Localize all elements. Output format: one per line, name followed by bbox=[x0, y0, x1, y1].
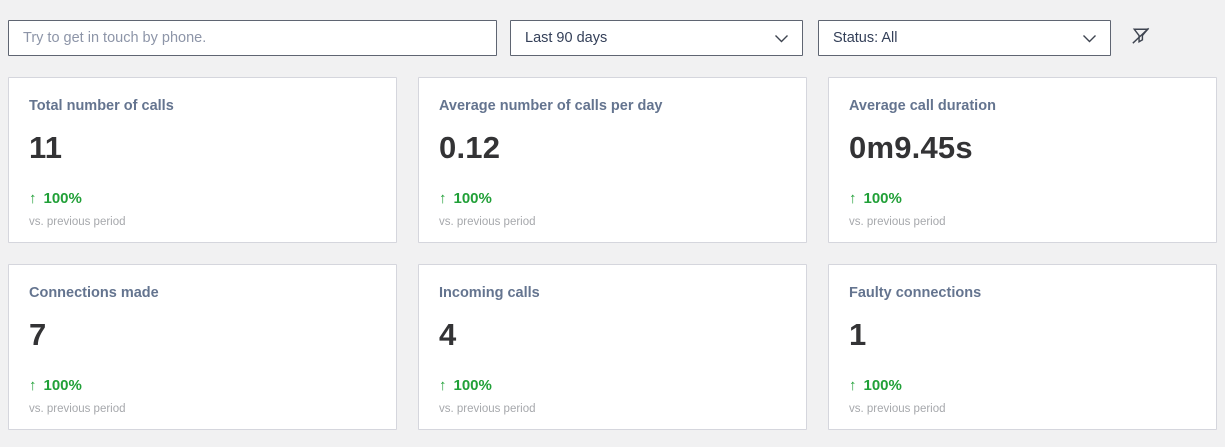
card-compare-label: vs. previous period bbox=[439, 403, 536, 415]
chevron-down-icon bbox=[774, 34, 789, 43]
card-value: 1 bbox=[849, 317, 867, 352]
card-change-percent: 100% bbox=[453, 377, 492, 394]
arrow-up-icon: ↑ bbox=[849, 377, 857, 394]
card-change-percent: 100% bbox=[43, 377, 82, 394]
card-title: Average call duration bbox=[849, 98, 996, 114]
card-change-percent: 100% bbox=[453, 190, 492, 207]
arrow-up-icon: ↑ bbox=[439, 377, 447, 394]
arrow-up-icon: ↑ bbox=[29, 377, 37, 394]
status-dropdown[interactable]: Status: All bbox=[818, 20, 1111, 56]
card-value: 0m9.45s bbox=[849, 130, 973, 165]
chevron-down-icon bbox=[1082, 34, 1097, 43]
arrow-up-icon: ↑ bbox=[439, 190, 447, 207]
period-dropdown-value: Last 90 days bbox=[525, 30, 608, 46]
card-faulty-connections: Faulty connections 1 ↑ 100% vs. previous… bbox=[828, 264, 1217, 430]
card-change-percent: 100% bbox=[43, 190, 82, 207]
filter-off-icon bbox=[1129, 24, 1152, 52]
period-dropdown[interactable]: Last 90 days bbox=[510, 20, 803, 56]
card-change: ↑ 100% bbox=[29, 191, 376, 207]
card-change: ↑ 100% bbox=[439, 191, 786, 207]
card-compare-label: vs. previous period bbox=[849, 216, 946, 228]
stat-cards-grid: Total number of calls 11 ↑ 100% vs. prev… bbox=[0, 56, 1225, 430]
arrow-up-icon: ↑ bbox=[849, 190, 857, 207]
card-average-calls-per-day: Average number of calls per day 0.12 ↑ 1… bbox=[418, 77, 807, 243]
status-dropdown-value: Status: All bbox=[833, 30, 898, 46]
search-input[interactable] bbox=[8, 20, 497, 56]
card-change-percent: 100% bbox=[863, 377, 902, 394]
card-value: 7 bbox=[29, 317, 47, 352]
card-title: Average number of calls per day bbox=[439, 98, 663, 114]
card-title: Total number of calls bbox=[29, 98, 174, 114]
card-change-percent: 100% bbox=[863, 190, 902, 207]
card-change: ↑ 100% bbox=[29, 378, 376, 394]
card-total-number-of-calls: Total number of calls 11 ↑ 100% vs. prev… bbox=[8, 77, 397, 243]
card-title: Faulty connections bbox=[849, 285, 982, 301]
card-value: 11 bbox=[29, 130, 63, 165]
card-value: 0.12 bbox=[439, 130, 501, 165]
card-change: ↑ 100% bbox=[849, 378, 1196, 394]
clear-filters-button[interactable] bbox=[1126, 20, 1154, 56]
card-incoming-calls: Incoming calls 4 ↑ 100% vs. previous per… bbox=[418, 264, 807, 430]
card-change: ↑ 100% bbox=[439, 378, 786, 394]
card-compare-label: vs. previous period bbox=[29, 403, 126, 415]
card-change: ↑ 100% bbox=[849, 191, 1196, 207]
card-compare-label: vs. previous period bbox=[29, 216, 126, 228]
card-connections-made: Connections made 7 ↑ 100% vs. previous p… bbox=[8, 264, 397, 430]
card-title: Connections made bbox=[29, 285, 159, 301]
arrow-up-icon: ↑ bbox=[29, 190, 37, 207]
card-value: 4 bbox=[439, 317, 457, 352]
filter-bar: Last 90 days Status: All bbox=[0, 0, 1225, 56]
card-average-call-duration: Average call duration 0m9.45s ↑ 100% vs.… bbox=[828, 77, 1217, 243]
card-compare-label: vs. previous period bbox=[849, 403, 946, 415]
card-title: Incoming calls bbox=[439, 285, 540, 301]
card-compare-label: vs. previous period bbox=[439, 216, 536, 228]
